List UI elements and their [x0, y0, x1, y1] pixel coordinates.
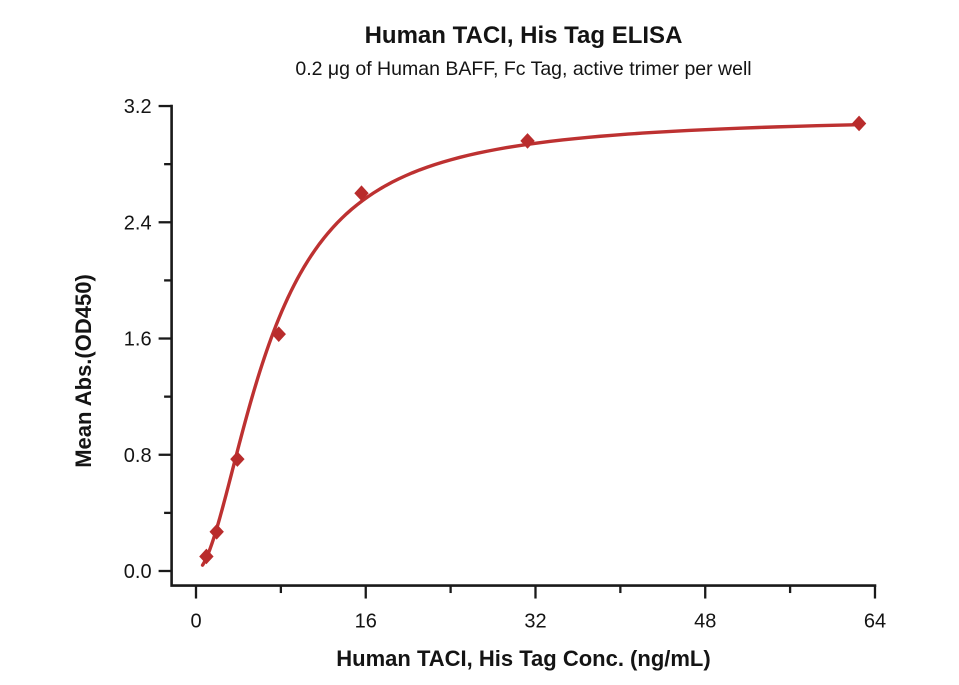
chart-subtitle: 0.2 μg of Human BAFF, Fc Tag, active tri… [295, 58, 752, 80]
fit-curve [200, 122, 861, 567]
y-tick-label: 3.2 [124, 96, 152, 118]
data-point-marker [271, 326, 286, 342]
x-tick-label: 64 [864, 611, 886, 633]
y-tick-label: 0.0 [124, 561, 152, 583]
data-point-marker [230, 451, 245, 467]
data-point-marker [520, 133, 535, 149]
y-tick-label: 2.4 [124, 212, 152, 234]
y-tick-label: 1.6 [124, 329, 152, 351]
data-point-marker [851, 115, 867, 132]
x-tick-label: 48 [694, 611, 716, 633]
data-point-marker [199, 548, 214, 565]
plot-frame [170, 104, 877, 587]
x-tick-label: 16 [355, 611, 377, 633]
data-point-marker [354, 185, 369, 202]
x-tick-label: 32 [524, 611, 546, 633]
chart-title: Human TACI, His Tag ELISA [364, 22, 683, 49]
x-axis-label: Human TACI, His Tag Conc. (ng/mL) [336, 646, 711, 671]
data-point-marker [209, 523, 224, 540]
y-tick-label: 0.8 [124, 445, 152, 467]
x-tick-label: 0 [190, 611, 201, 633]
